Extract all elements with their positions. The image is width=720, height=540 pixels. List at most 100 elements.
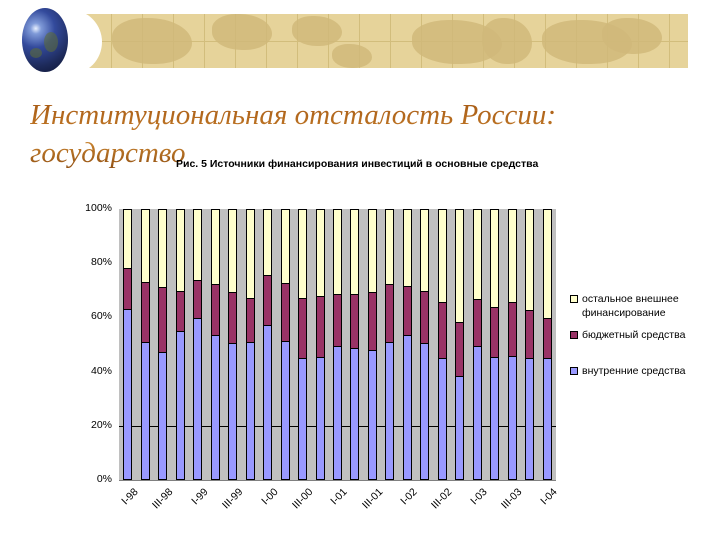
- bar-segment: [526, 210, 534, 311]
- x-tick-label: I-03: [468, 486, 490, 508]
- bar-segment: [246, 298, 254, 344]
- bar-segment: [526, 310, 534, 360]
- x-tick-label: I-98: [118, 486, 141, 508]
- bar-segment: [316, 297, 324, 358]
- bar-segment: [473, 347, 481, 479]
- y-tick-label: 0%: [96, 473, 112, 485]
- bar-segment: [438, 210, 446, 303]
- bar-segment: [264, 210, 272, 276]
- bar-segment: [491, 357, 499, 479]
- bar-segment: [124, 309, 132, 479]
- bar-segment: [368, 351, 376, 479]
- bar-segment: [194, 318, 202, 479]
- bar-I-98: [123, 209, 133, 480]
- bar-segment: [141, 210, 149, 283]
- bar-I-00: [263, 209, 273, 480]
- bar-segment: [473, 300, 481, 348]
- legend-swatch-blue: [570, 367, 578, 375]
- legend-item-budget: бюджетный средства: [570, 328, 720, 342]
- legend-label: остальное внешнее финансирование: [582, 293, 679, 319]
- bar-segment: [368, 293, 376, 352]
- map-landmass: [602, 18, 662, 54]
- bar-IV-01: [385, 209, 395, 480]
- bar-segment: [141, 343, 149, 479]
- bar-segment: [491, 308, 499, 358]
- bar-II-03: [490, 209, 500, 480]
- bar-segment: [124, 269, 132, 310]
- bar-II-99: [210, 209, 220, 480]
- bar-segment: [438, 302, 446, 360]
- bar-segment: [211, 336, 219, 479]
- bar-segment: [246, 210, 254, 299]
- x-tick-label: III-03: [499, 486, 525, 512]
- bar-IV-03: [525, 209, 535, 480]
- bar-segment: [403, 286, 411, 337]
- legend-swatch-yellow: [570, 295, 578, 303]
- y-tick-label: 80%: [90, 256, 112, 269]
- bar-II-02: [420, 209, 430, 480]
- bar-segment: [159, 352, 167, 479]
- bar-segment: [351, 348, 359, 479]
- x-tick-label: III-00: [289, 486, 316, 512]
- bar-segment: [491, 210, 499, 309]
- bar-segment: [124, 210, 132, 270]
- bar-IV-99: [245, 209, 255, 480]
- bar-segment: [386, 210, 394, 286]
- x-tick-label: III-98: [149, 486, 176, 512]
- bar-IV-98: [175, 209, 185, 480]
- y-tick-label: 100%: [85, 202, 112, 214]
- globe-icon: [22, 8, 68, 72]
- bar-IV-02: [455, 209, 465, 480]
- bar-segment: [281, 210, 289, 284]
- bar-segment: [508, 356, 516, 479]
- x-tick-label: I-00: [258, 486, 281, 508]
- bar-segment: [159, 288, 167, 353]
- bar-III-98: [158, 209, 168, 480]
- bar-III-99: [228, 209, 238, 480]
- plot-area: [119, 209, 556, 480]
- bar-segment: [264, 275, 272, 326]
- bar-segment: [421, 210, 429, 293]
- bar-segment: [246, 343, 254, 479]
- bar-segment: [543, 318, 551, 360]
- bar-segment: [281, 341, 289, 479]
- bar-segment: [456, 210, 464, 323]
- bar-segment: [176, 332, 184, 479]
- bar-II-01: [350, 209, 360, 480]
- bar-segment: [508, 302, 516, 357]
- bar-segment: [176, 210, 184, 293]
- map-landmass: [292, 16, 342, 46]
- legend-item-internal: внутренние средства: [570, 364, 720, 378]
- x-tick-label: I-02: [398, 486, 420, 508]
- chart-title: Рис. 5 Источники финансирования инвестиц…: [176, 158, 539, 170]
- bar-segment: [403, 210, 411, 287]
- bar-segment: [456, 376, 464, 479]
- bar-segment: [368, 210, 376, 294]
- bar-segment: [299, 210, 307, 299]
- bar-III-01: [367, 209, 377, 480]
- legend-swatch-maroon: [570, 331, 578, 339]
- bar-segment: [351, 210, 359, 295]
- bar-segment: [176, 292, 184, 333]
- bar-segment: [438, 359, 446, 479]
- world-map-banner: [62, 14, 688, 68]
- bar-I-01: [333, 209, 342, 480]
- x-tick-label: I-01: [328, 486, 350, 508]
- bar-segment: [386, 285, 394, 344]
- bar-segment: [421, 344, 429, 479]
- bar-segment: [316, 210, 324, 298]
- x-tick-label: III-01: [359, 486, 385, 512]
- bar-I-99: [193, 209, 203, 480]
- chart-legend: остальное внешнее финансирование бюджетн…: [570, 292, 720, 386]
- bar-segment: [334, 347, 341, 479]
- bar-segment: [299, 359, 307, 479]
- x-tick-label: III-02: [429, 486, 455, 512]
- map-landmass: [332, 44, 372, 68]
- map-landmass: [482, 18, 532, 64]
- bar-segment: [159, 210, 167, 288]
- bar-segment: [526, 359, 534, 479]
- bar-segment: [194, 281, 202, 319]
- legend-label: бюджетный средства: [582, 329, 686, 341]
- bar-segment: [316, 357, 324, 479]
- map-landmass: [212, 14, 272, 50]
